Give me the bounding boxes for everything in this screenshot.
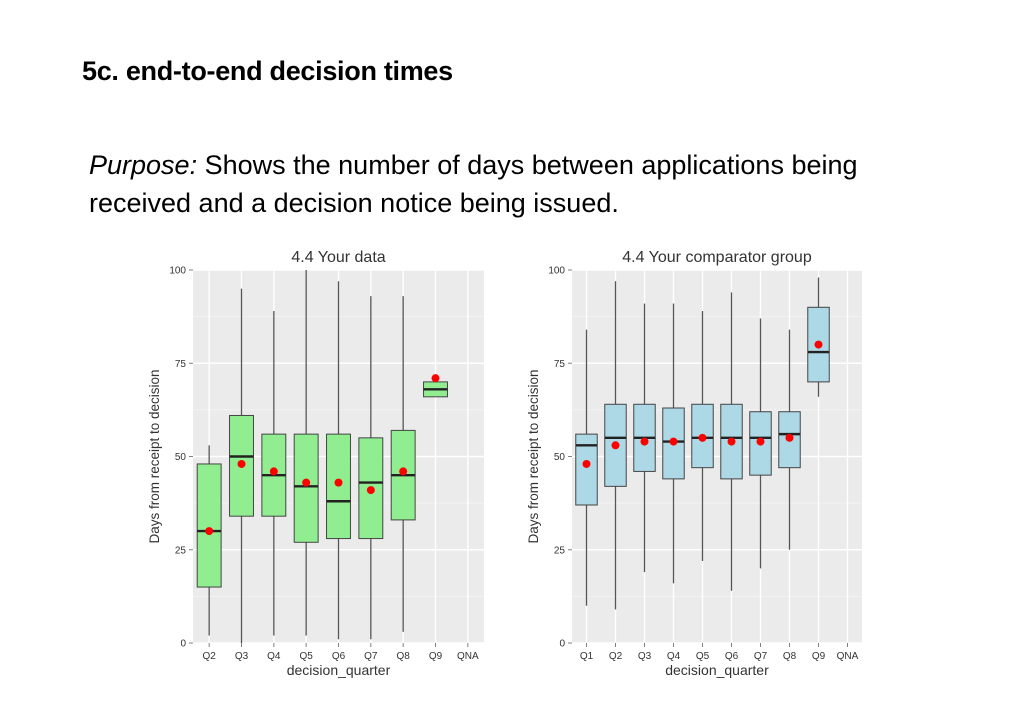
purpose-text: Shows the number of days between applica… bbox=[89, 150, 858, 218]
chart-0-box-q5 bbox=[293, 433, 319, 543]
chart-0-y-tick-label: 50 bbox=[175, 452, 187, 463]
chart-1-mean-point bbox=[669, 437, 678, 446]
chart-0-x-tick-label: Q7 bbox=[364, 651, 378, 662]
chart-0-box-q2 bbox=[196, 463, 222, 588]
chart-1-mean-point bbox=[727, 437, 736, 446]
chart-0-mean-point bbox=[302, 478, 311, 487]
chart-1-mean-point bbox=[814, 340, 823, 349]
chart-1-x-tick-label: Q9 bbox=[812, 651, 826, 662]
chart-1-x-axis-label: decision_quarter bbox=[665, 662, 769, 678]
chart-1-y-axis-label: Days from receipt to decision bbox=[526, 369, 541, 543]
chart-0-y-tick-label: 0 bbox=[180, 639, 186, 650]
chart-1-x-tick-label: Q1 bbox=[580, 651, 594, 662]
chart-1-y-tick-label: 50 bbox=[554, 452, 566, 463]
purpose-lead: Purpose: bbox=[89, 150, 198, 180]
chart-1-mean-point bbox=[611, 441, 620, 450]
chart-1-x-tick-label: Q3 bbox=[638, 651, 652, 662]
chart-0-x-tick-label: Q9 bbox=[429, 651, 443, 662]
chart-0-x-tick-label: Q5 bbox=[299, 651, 313, 662]
chart-0-mean-point bbox=[431, 374, 440, 383]
chart-0-x-axis-label: decision_quarter bbox=[287, 662, 391, 678]
chart-1-x-tick-label: Q5 bbox=[696, 651, 710, 662]
chart-0-mean-point bbox=[269, 467, 278, 476]
chart-0-x-tick-label: Q8 bbox=[396, 651, 410, 662]
chart-0-x-tick-label: Q6 bbox=[332, 651, 346, 662]
chart-0-x-tick-label: QNA bbox=[457, 651, 479, 662]
chart-1-mean-point bbox=[785, 433, 794, 442]
chart-1-y-tick-label: 75 bbox=[554, 359, 566, 370]
chart-0-x-tick-label: Q3 bbox=[235, 651, 249, 662]
chart-1-x-tick-label: Q8 bbox=[783, 651, 797, 662]
chart-1-y-tick-label: 100 bbox=[548, 266, 565, 277]
chart-0-y-tick-label: 25 bbox=[175, 545, 187, 556]
chart-1-mean-point bbox=[756, 437, 765, 446]
chart-0-mean-point bbox=[366, 486, 375, 495]
chart-0-y-tick-label: 75 bbox=[175, 359, 187, 370]
chart-1-mean-point bbox=[640, 437, 649, 446]
chart-1-x-tick-label: Q4 bbox=[667, 651, 681, 662]
chart-1-x-tick-label: Q7 bbox=[754, 651, 768, 662]
chart-1-title: 4.4 Your comparator group bbox=[622, 249, 812, 266]
chart-0-mean-point bbox=[237, 459, 246, 468]
chart-1-y-tick-label: 0 bbox=[559, 639, 565, 650]
chart-0-title: 4.4 Your data bbox=[291, 249, 385, 266]
chart-1-y-tick-label: 25 bbox=[554, 545, 566, 556]
chart-1-mean-point bbox=[582, 459, 591, 468]
slide-title: 5c. end-to-end decision times bbox=[82, 56, 453, 86]
chart-1-box-q1 bbox=[575, 433, 598, 506]
chart-0-y-axis-label: Days from receipt to decision bbox=[147, 369, 162, 543]
purpose-paragraph: Purpose: Shows the number of days betwee… bbox=[89, 146, 949, 222]
chart-1-mean-point bbox=[698, 433, 707, 442]
chart-1-x-tick-label: Q2 bbox=[609, 651, 623, 662]
chart-0-x-tick-label: Q4 bbox=[267, 651, 281, 662]
chart-1-x-tick-label: QNA bbox=[837, 651, 859, 662]
chart-0-mean-point bbox=[205, 527, 214, 536]
chart-0-y-tick-label: 100 bbox=[169, 266, 186, 277]
chart-0-mean-point bbox=[334, 478, 343, 487]
chart-1-x-tick-label: Q6 bbox=[725, 651, 739, 662]
chart-0-mean-point bbox=[399, 467, 408, 476]
chart-0-x-tick-label: Q2 bbox=[202, 651, 216, 662]
